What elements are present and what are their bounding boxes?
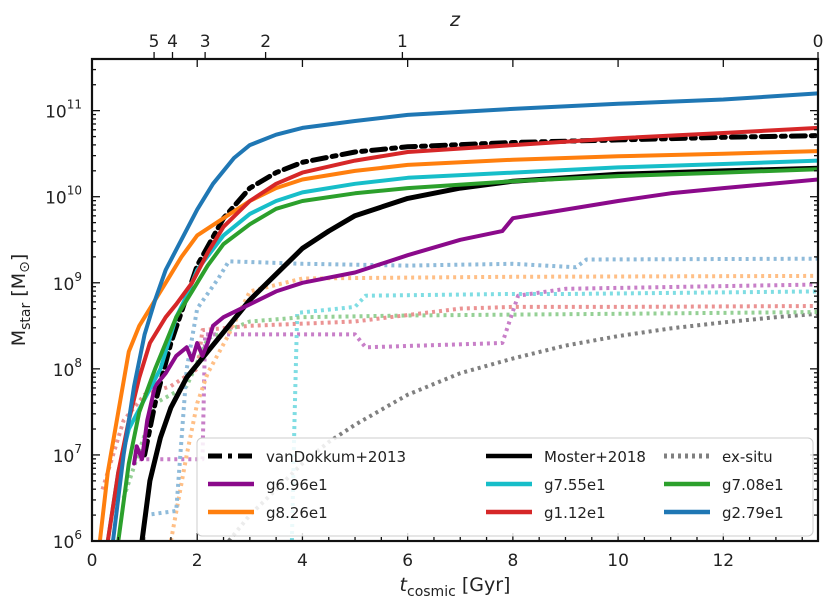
legend-label: g2.79e1 — [722, 504, 784, 522]
y-axis-label: Mstar [M⊙] — [8, 254, 34, 347]
series-g2-79e1 — [111, 91, 818, 541]
y-tick-label: 106 — [53, 528, 82, 553]
x-axis-label-sub: cosmic — [407, 584, 456, 600]
legend-label: g7.55e1 — [544, 476, 606, 494]
x-axis-label-unit: [Gyr] — [456, 574, 511, 596]
z-tick-label: 2 — [260, 32, 271, 52]
legend-label: g6.96e1 — [266, 476, 328, 494]
y-tick-label: 1010 — [45, 184, 82, 209]
x-axis-label-main: t — [400, 574, 409, 596]
y-axis-label-main: M — [8, 330, 30, 346]
x-tick-label: 2 — [192, 551, 203, 571]
y-tick-label: 109 — [53, 270, 82, 295]
legend-label: ex-situ — [722, 448, 773, 466]
series-ex-situ-g7-08e1 — [121, 310, 818, 499]
z-tick-label: 4 — [167, 32, 178, 52]
legend: vanDokkum+2013 g6.96e1 g8.26e1 Moster+2018 g… — [196, 437, 814, 537]
z-tick-label: 1 — [397, 32, 408, 52]
series-g7-08e1 — [116, 167, 818, 541]
x-axis-label: tcosmic [Gyr] — [400, 574, 511, 600]
legend-box — [196, 437, 814, 537]
y-tick-label: 1011 — [45, 98, 82, 123]
x-tick-label: 8 — [507, 551, 518, 571]
z-tick-label: 3 — [200, 32, 211, 52]
z-tick-label: 0 — [813, 32, 824, 52]
legend-label: g1.12e1 — [544, 504, 606, 522]
series-ex-situ-g2-79e1 — [144, 256, 818, 518]
legend-label: vanDokkum+2013 — [266, 448, 406, 466]
z-tick-label: 5 — [149, 32, 160, 52]
y-axis-label-close: ] — [8, 254, 30, 261]
x-tick-label: 12 — [712, 551, 734, 571]
series-g8-26e1 — [97, 149, 818, 541]
y-axis-label-unit: [M — [8, 273, 30, 303]
top-axis-label: z — [449, 9, 461, 31]
series-ex-situ — [227, 311, 818, 541]
x-tick-label: 10 — [607, 551, 629, 571]
legend-label: Moster+2018 — [544, 448, 646, 466]
y-tick-label: 107 — [53, 442, 82, 467]
x-tick-label: 0 — [87, 551, 98, 571]
series-ex-situ-g1-12e1 — [100, 304, 818, 490]
series-layer — [97, 91, 818, 541]
y-tick-label: 108 — [53, 356, 82, 381]
series-g6-96e1 — [132, 177, 818, 466]
x-tick-label: 4 — [297, 551, 308, 571]
legend-label: g7.08e1 — [722, 476, 784, 494]
x-tick-label: 6 — [402, 551, 413, 571]
series-g1-12e1 — [105, 125, 818, 541]
y-axis-label-sub: star — [18, 303, 34, 330]
legend-label: g8.26e1 — [266, 504, 328, 522]
plot-frame — [90, 57, 820, 543]
series-ex-situ-g7-55e1 — [289, 289, 818, 541]
y-axis-label-sun: ⊙ — [17, 261, 33, 273]
